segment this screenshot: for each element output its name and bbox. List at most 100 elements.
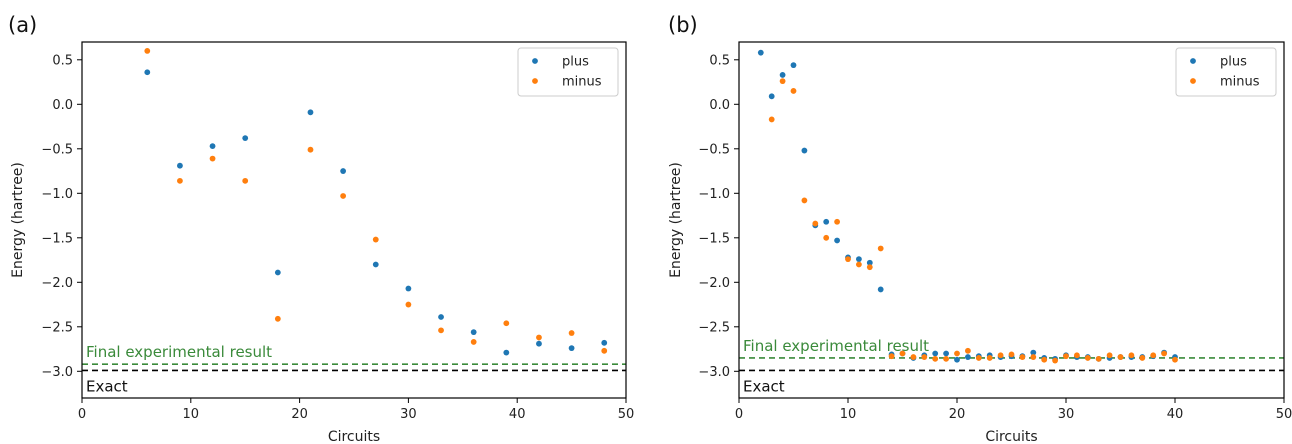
legend-label-plus: plus	[562, 55, 589, 70]
data-point-minus-34	[1139, 355, 1146, 361]
data-point-plus-11	[503, 349, 510, 356]
legend-box	[517, 47, 619, 97]
data-point-plus-18	[954, 356, 960, 363]
data-point-minus-6	[340, 193, 347, 199]
data-point-minus-9	[866, 264, 873, 271]
x-tick-label: 10	[183, 407, 200, 422]
data-point-minus-18	[965, 347, 971, 354]
data-point-minus-8	[405, 301, 412, 308]
data-point-plus-25	[1030, 349, 1037, 356]
data-point-plus-4	[801, 147, 808, 154]
y-tick-label: 0.5	[52, 53, 73, 68]
x-tick-label: 0	[735, 407, 743, 422]
data-point-minus-2	[209, 155, 216, 162]
data-point-minus-26	[1052, 357, 1058, 364]
data-point-minus-12	[899, 350, 906, 357]
data-point-minus-16	[943, 355, 949, 362]
y-tick-label: −2.5	[41, 320, 73, 335]
data-point-minus-25	[1041, 356, 1048, 363]
data-point-plus-2	[779, 72, 786, 78]
data-point-plus-19	[965, 354, 971, 360]
y-tick-label: −2.0	[41, 276, 73, 291]
data-point-plus-3	[790, 62, 797, 69]
data-point-plus-4	[274, 269, 281, 276]
data-point-minus-17	[954, 350, 960, 357]
plot-frame	[81, 41, 627, 399]
y-tick-label: −2.5	[698, 320, 730, 335]
data-point-minus-13	[568, 330, 575, 336]
data-point-minus-23	[1019, 354, 1026, 360]
x-tick-label: 40	[1167, 407, 1184, 422]
data-point-minus-8	[856, 261, 862, 268]
data-point-minus-27	[1063, 353, 1069, 360]
x-tick-label: 10	[840, 407, 857, 422]
reference-line-label-0: Final experimental result	[86, 343, 272, 361]
data-point-minus-11	[888, 353, 895, 360]
x-axis-label: Circuits	[985, 429, 1037, 444]
y-tick-label: −0.5	[41, 142, 73, 157]
data-point-plus-10	[470, 329, 477, 336]
data-point-minus-32	[1117, 354, 1124, 360]
data-point-plus-7	[834, 237, 840, 244]
panel-label: (b)	[668, 13, 698, 37]
data-point-plus-9	[438, 314, 444, 320]
x-tick-label: 0	[78, 407, 86, 422]
y-tick-label: 0.5	[709, 53, 730, 68]
data-point-minus-9	[438, 327, 444, 334]
legend-label-minus: minus	[562, 75, 602, 90]
reference-line-label-1: Exact	[86, 377, 128, 395]
data-point-minus-14	[601, 347, 608, 354]
data-point-plus-6	[340, 168, 347, 174]
data-point-minus-10	[470, 339, 477, 345]
data-point-plus-0	[757, 49, 764, 56]
data-point-plus-13	[568, 345, 575, 352]
data-point-plus-1	[177, 162, 183, 169]
data-point-minus-11	[503, 320, 510, 327]
data-point-minus-35	[1150, 352, 1157, 359]
data-point-minus-14	[921, 354, 928, 360]
data-point-minus-7	[845, 256, 851, 263]
y-tick-label: −1.0	[41, 187, 73, 202]
legend-box	[1175, 47, 1277, 97]
x-tick-label: 30	[400, 407, 417, 422]
data-point-minus-1	[177, 177, 183, 184]
data-point-minus-22	[1008, 351, 1015, 358]
data-point-minus-2	[790, 88, 797, 94]
data-point-plus-8	[405, 285, 412, 292]
data-point-plus-14	[601, 339, 608, 346]
data-point-plus-1	[768, 93, 775, 100]
data-point-minus-0	[768, 116, 775, 123]
x-tick-label: 30	[1058, 407, 1075, 422]
data-point-minus-1	[779, 78, 786, 85]
data-point-minus-5	[307, 146, 314, 153]
x-tick-label: 40	[509, 407, 526, 422]
data-point-minus-29	[1084, 355, 1091, 361]
data-point-minus-7	[372, 236, 379, 243]
legend-marker-plus	[1190, 58, 1196, 64]
data-point-plus-6	[823, 218, 830, 225]
legend-label-minus: minus	[1220, 75, 1260, 90]
y-tick-label: −3.0	[41, 365, 73, 380]
data-point-plus-11	[877, 286, 884, 293]
data-point-minus-37	[1172, 356, 1178, 363]
data-point-plus-16	[932, 350, 939, 357]
x-tick-label: 50	[1276, 407, 1292, 422]
y-tick-label: −3.0	[698, 365, 730, 380]
data-point-minus-4	[274, 315, 281, 322]
y-tick-label: 0.0	[709, 98, 730, 113]
data-point-plus-2	[209, 143, 216, 150]
legend-marker-plus	[532, 58, 538, 64]
x-tick-label: 20	[291, 407, 308, 422]
x-tick-label: 20	[949, 407, 966, 422]
y-tick-label: 0.0	[52, 98, 73, 113]
data-point-minus-4	[812, 220, 819, 227]
data-point-minus-5	[823, 234, 830, 241]
legend-marker-minus	[1190, 78, 1196, 84]
y-tick-label: −1.0	[698, 187, 730, 202]
plot-frame	[738, 41, 1285, 399]
data-point-minus-0	[144, 48, 151, 54]
legend-marker-minus	[532, 78, 538, 84]
